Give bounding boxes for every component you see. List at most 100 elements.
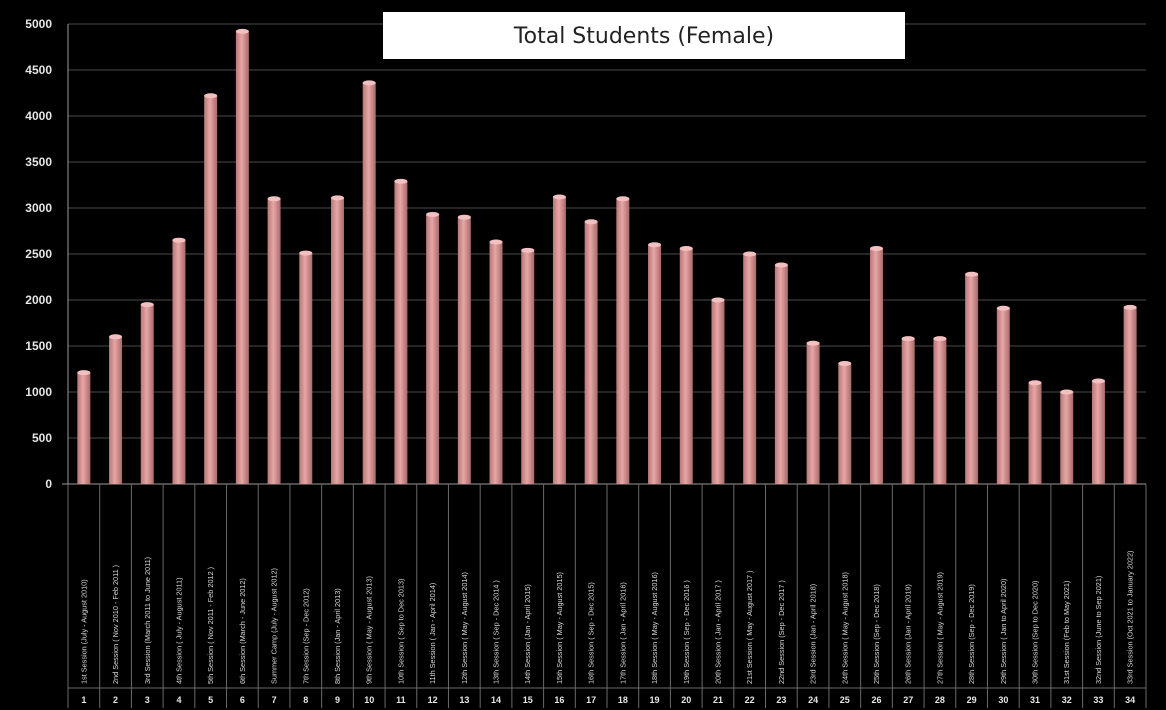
bar (457, 217, 471, 484)
bar-cap (996, 305, 1010, 311)
bar (140, 304, 154, 484)
bar-group (996, 305, 1010, 484)
bar (521, 250, 535, 484)
x-index-label: 12 (428, 695, 438, 705)
bar-cap (743, 251, 757, 257)
x-index-label: 31 (1030, 695, 1040, 705)
x-category-label: 29th Session ( Jan to April 2020) (999, 579, 1008, 684)
bar (204, 95, 218, 484)
x-index-label: 32 (1062, 695, 1072, 705)
bar-group (299, 250, 313, 484)
bar-cap (394, 178, 408, 184)
bar-group (774, 262, 788, 484)
bar-group (1060, 389, 1074, 484)
bar-cap (204, 93, 218, 99)
x-index-label: 2 (113, 695, 118, 705)
bar-cap (965, 271, 979, 277)
bar-cap (584, 219, 598, 225)
bar (838, 363, 852, 484)
bar-group (362, 80, 376, 484)
bar-group (457, 214, 471, 484)
bar-group (204, 93, 218, 484)
bar (774, 265, 788, 484)
x-index-label: 23 (776, 695, 786, 705)
bar-group (933, 336, 947, 484)
x-category-label: 8th Session (Jan - April 2013) (333, 588, 342, 684)
y-tick-label: 5000 (25, 17, 52, 31)
bar-group (172, 237, 186, 484)
bar (109, 336, 123, 484)
x-category-label: 12th Session ( May - August 2014) (460, 572, 469, 684)
y-tick-label: 4500 (25, 63, 52, 77)
bar-group (679, 245, 693, 484)
bar (552, 196, 566, 484)
y-tick-label: 500 (32, 431, 52, 445)
x-index-label: 34 (1125, 695, 1135, 705)
x-index-label: 13 (459, 695, 469, 705)
bar-cap (806, 340, 820, 346)
bar-cap (838, 360, 852, 366)
x-index-label: 3 (145, 695, 150, 705)
bar-cap (426, 211, 440, 217)
x-category-label: 31st Session (Feb to May 2021) (1062, 581, 1071, 684)
bar-group (838, 360, 852, 484)
x-category-label: 9th Session ( May - August 2013) (365, 576, 374, 684)
title-box: Total Students (Female) (383, 12, 905, 59)
x-category-label: 2nd Session ( Nov 2010 - Feb 2011 ) (111, 565, 120, 684)
bar (806, 343, 820, 484)
x-index-label: 20 (681, 695, 691, 705)
bar-cap (331, 195, 344, 201)
bar-cap (870, 245, 883, 251)
bar-group (235, 28, 249, 485)
bar-group (140, 302, 154, 484)
bar-cap (140, 302, 154, 308)
x-index-label: 24 (808, 695, 818, 705)
x-category-label: 24th Session ( May - August 2018) (840, 572, 849, 684)
x-index-label: 19 (650, 695, 660, 705)
x-category-label: 22nd Session (Sep - Dec 2017 ) (777, 580, 786, 684)
x-category-label: 28th Session (Sep - Dec 2019) (967, 584, 976, 684)
x-category-label: Summer Camp (July - August 2012) (270, 568, 279, 684)
x-category-label: 32nd Session (June to Sep 2021) (1094, 576, 1103, 684)
x-index-label: 14 (491, 695, 501, 705)
bar (711, 300, 725, 484)
bar (743, 254, 757, 484)
bar (1091, 380, 1105, 484)
bar-cap (172, 237, 186, 243)
bar-cap (521, 247, 535, 253)
y-tick-label: 0 (45, 477, 52, 491)
y-tick-label: 1000 (25, 385, 52, 399)
bar-cap (774, 262, 788, 268)
x-index-label: 33 (1093, 695, 1103, 705)
x-category-label: 14th Session (Jan - April 2015) (523, 584, 532, 684)
x-index-label: 18 (618, 695, 628, 705)
x-index-label: 29 (967, 695, 977, 705)
x-category-label: 23rd Session (Jan - April 2018) (809, 584, 818, 684)
bar-group (267, 196, 281, 485)
bar-cap (1028, 380, 1042, 386)
x-category-label: 27th Session ( May - August 2019) (935, 572, 944, 684)
x-index-label: 6 (240, 695, 245, 705)
x-category-label: 21st Session ( May - August 2017 ) (745, 570, 754, 684)
x-index-label: 7 (272, 695, 277, 705)
x-category-label: 30th Session (Sep to Dec 2020) (1031, 581, 1040, 684)
bar (1123, 307, 1137, 484)
bar (901, 338, 915, 484)
x-index-label: 16 (554, 695, 564, 705)
x-category-label: 11th Session ( Jan - April 2014) (428, 583, 437, 684)
bar (331, 197, 344, 484)
bar-cap (616, 196, 630, 202)
bar-cap (711, 297, 725, 303)
bar-group (394, 178, 408, 484)
bar (584, 221, 598, 485)
bar (679, 248, 693, 484)
bar (1028, 382, 1042, 484)
x-category-label: 25th Session (Sep - Dec 2018) (872, 584, 881, 684)
bar-cap (299, 250, 313, 256)
y-tick-label: 2500 (25, 247, 52, 261)
bar-group (77, 370, 91, 484)
x-index-label: 11 (396, 695, 406, 705)
y-tick-label: 4000 (25, 109, 52, 123)
bar-group (426, 211, 440, 484)
